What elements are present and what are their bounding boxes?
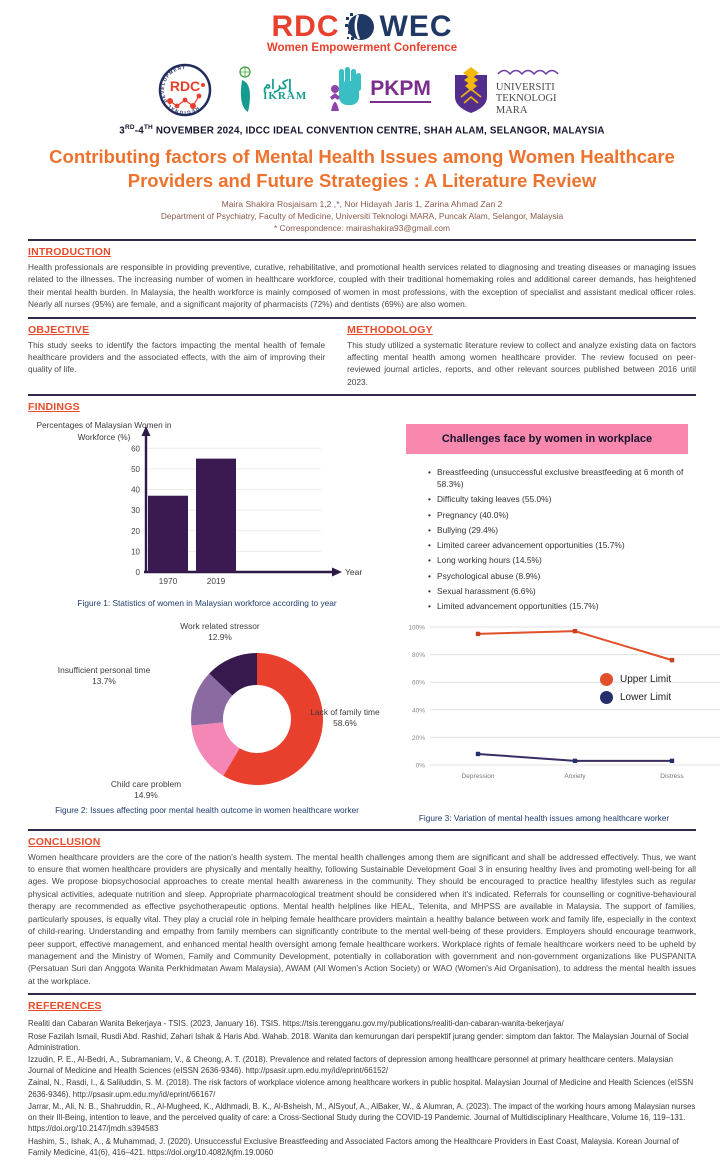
figure3-caption: Figure 3: Variation of mental health iss…	[418, 812, 670, 823]
svg-text:60%: 60%	[412, 679, 425, 686]
divider	[28, 238, 696, 241]
authors: Maira Shakira Rosjaisam 1,2 ,*, Nor Hida…	[221, 198, 503, 209]
donut-label-child-care-problem: Child care problem 14.9%	[110, 778, 182, 801]
poster-title: Contributing factors of Mental Health Is…	[49, 146, 675, 191]
uitm-line1: UNIVERSITI	[495, 82, 555, 93]
svg-text:0%: 0%	[416, 762, 426, 769]
challenges-panel: Challenges face by women in workplace Br…	[392, 416, 696, 616]
svg-text:30: 30	[131, 507, 140, 516]
uitm-shield-icon	[454, 66, 487, 113]
donut-label-insufficient-personal-time: Insufficient personal time 13.7%	[57, 664, 151, 687]
figure3-line-chart: 0% 20% 40% 60% 80% 100% Depression Anxiety Distr…	[408, 624, 720, 780]
findings-heading: FINDINGS	[28, 401, 80, 414]
ikram-logo: إكرام IKRAM	[232, 66, 307, 114]
partner-logos: REGIONAL DEVELOPMENT COMMUNITY RDC إكرام…	[28, 62, 696, 118]
methodology-body: This study utilized a systematic literat…	[347, 339, 696, 387]
svg-text:10: 10	[131, 548, 140, 557]
methodology-heading: METHODOLOGY	[347, 323, 433, 336]
svg-text:2019: 2019	[207, 576, 226, 586]
uitm-calligraphy-icon	[497, 69, 559, 76]
event-details: 3RD-4TH NOVEMBER 2024, IDCC IDEAL CONVEN…	[119, 124, 605, 137]
svg-text:Year: Year	[345, 567, 362, 577]
references-heading: REFERENCES	[28, 1000, 102, 1013]
ikram-label: IKRAM	[263, 90, 308, 102]
svg-text:20: 20	[131, 527, 140, 536]
svg-text:40%: 40%	[412, 707, 425, 714]
challenge-item: Difficulty taking leaves (55.0%)	[428, 494, 694, 506]
figure1-block: Percentages of Malaysian Women in Workfo…	[28, 416, 386, 608]
figure2-block: Lack of family time 58.6% Child care prob…	[28, 619, 386, 815]
figure2-caption: Figure 2: Issues affecting poor mental h…	[55, 804, 359, 815]
rdc-badge-logo: REGIONAL DEVELOPMENT COMMUNITY RDC	[158, 63, 212, 117]
conference-logo: RDC WEC	[28, 10, 696, 44]
svg-text:80%: 80%	[412, 652, 425, 659]
donut-label-work-related-stressor: Work related stressor 12.9%	[180, 620, 260, 643]
reference-item: Jarrar, M., Ali, N. B., Shahruddin, R., …	[28, 1101, 696, 1134]
challenge-item: Limited advancement opportunities (15.7%…	[428, 601, 694, 613]
rdcwec-globe-icon	[344, 13, 374, 40]
objective-body: This study seeks to identify the factors…	[28, 339, 326, 375]
figure3-block: 0% 20% 40% 60% 80% 100% Depression Anxiety Distr…	[392, 617, 720, 823]
conclusion-heading: CONCLUSION	[28, 835, 101, 848]
correspondence-email: * Correspondence: mairashakira93@gmail.c…	[273, 222, 451, 233]
svg-text:50: 50	[131, 465, 140, 474]
lower-limit-dot-icon	[600, 690, 613, 704]
pkpm-hand-icon	[330, 67, 362, 111]
svg-text:Anxiety: Anxiety	[564, 773, 586, 780]
svg-text:20%: 20%	[412, 734, 425, 741]
pkpm-tagline-rule	[370, 100, 431, 103]
donut-label-lack-of-family-time: Lack of family time 58.6%	[310, 706, 380, 729]
uitm-line2: TEKNOLOGI	[495, 93, 557, 105]
figure1-bar-chart: 0 10 20 30 40 50 60 Year 1970 2019	[131, 426, 362, 586]
challenges-title: Challenges face by women in workplace	[406, 424, 688, 455]
challenge-item: Bullying (29.4%)	[428, 525, 694, 537]
svg-text:60: 60	[131, 445, 140, 454]
divider	[28, 993, 696, 996]
svg-text:0: 0	[136, 568, 141, 577]
challenges-list: Breastfeeding (unsuccessful exclusive br…	[406, 467, 694, 613]
wec-wordmark: WEC	[379, 10, 453, 43]
introduction-heading: INTRODUCTION	[28, 245, 111, 258]
challenge-item: Pregnancy (40.0%)	[428, 510, 694, 522]
legend-lower-limit: Lower Limit	[600, 690, 671, 704]
conference-subtitle: Women Empowerment Conference	[266, 42, 458, 54]
challenge-item: Limited career advancement opportunities…	[428, 540, 694, 552]
upper-limit-dot-icon	[600, 672, 613, 686]
uitm-logo: UNIVERSITI TEKNOLOGI MARA	[451, 64, 566, 116]
challenge-item: Breastfeeding (unsuccessful exclusive br…	[428, 467, 694, 491]
divider	[28, 316, 696, 319]
svg-text:Distress: Distress	[660, 773, 684, 780]
svg-text:1970: 1970	[159, 576, 178, 586]
rdc-wordmark: RDC	[271, 10, 340, 43]
svg-text:40: 40	[131, 486, 140, 495]
legend-upper-limit: Upper Limit	[600, 672, 671, 686]
conclusion-body: Women healthcare providers are the core …	[28, 851, 696, 986]
figure2-donut-chart	[191, 652, 323, 785]
challenge-item: Long working hours (14.5%)	[428, 555, 694, 567]
pkpm-label: PKPM	[370, 76, 431, 100]
figure1-caption: Figure 1: Statistics of women in Malaysi…	[77, 598, 337, 609]
svg-text:Depression: Depression	[462, 773, 495, 780]
reference-item: Rose Fazilah Ismail, Rusdi Abd. Rashid, …	[28, 1031, 689, 1052]
svg-text:RDC: RDC	[170, 78, 200, 94]
objective-heading: OBJECTIVE	[28, 323, 90, 336]
divider	[28, 828, 696, 831]
reference-item: Hashim, S., Ishak, A., & Muhammad, J. (2…	[28, 1136, 679, 1157]
figure3-legend: Upper Limit Lower Limit	[600, 672, 671, 704]
svg-text:100%: 100%	[408, 624, 425, 631]
affiliation: Department of Psychiatry, Faculty of Med…	[160, 210, 564, 221]
challenge-item: Psychological abuse (8.9%)	[428, 571, 694, 583]
divider	[28, 394, 696, 397]
ikram-icon	[239, 66, 251, 112]
pkpm-logo: PKPM	[327, 67, 431, 113]
reference-item: Izzudin, P. E., Al-Bedri, A., Subramania…	[28, 1054, 674, 1076]
uitm-line3: MARA	[495, 104, 528, 116]
reference-item: Zainal, N., Rasdi, I., & Saliluddin, S. …	[28, 1078, 694, 1099]
figure1-axis-title: Percentages of Malaysian Women in Workfo…	[36, 420, 172, 442]
challenge-item: Sexual harassment (6.6%)	[428, 586, 694, 598]
ikram-arabic-text: إكرام	[263, 77, 292, 92]
references-list: Realiti dan Cabaran Wanita Bekerjaya - T…	[28, 1018, 696, 1158]
introduction-body: Health professionals are responsible in …	[28, 261, 696, 310]
